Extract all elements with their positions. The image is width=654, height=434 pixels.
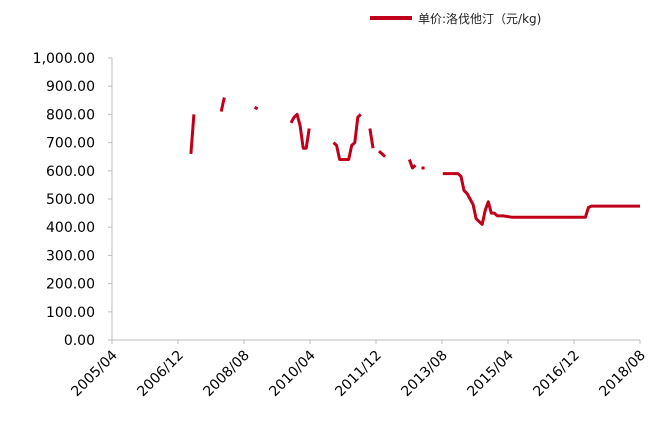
series-line-segment xyxy=(253,106,259,111)
y-tick-label: 200.00 xyxy=(46,277,95,293)
series-line-segment xyxy=(377,149,387,158)
x-tick-label: 2006/12 xyxy=(134,348,186,400)
series-line-segment xyxy=(289,112,311,150)
x-tick-label: 2005/04 xyxy=(68,347,121,400)
series-line-segment xyxy=(219,97,226,112)
y-tick-label: 600.00 xyxy=(46,164,95,180)
y-tick-label: 100.00 xyxy=(46,305,95,321)
y-tick-label: 700.00 xyxy=(46,136,95,152)
y-tick-label: 300.00 xyxy=(46,248,95,264)
series-line-segment xyxy=(189,114,196,155)
x-tick-label: 2018/08 xyxy=(596,348,648,400)
series-line-segment xyxy=(368,128,375,149)
x-axis-tick-labels: 2005/04 2006/12 2008/08 2010/04 2011/12 2013/… xyxy=(68,347,648,400)
x-tick-label: 2010/04 xyxy=(266,347,319,400)
y-tick-label: 500.00 xyxy=(46,192,95,208)
legend: 单价:洛伐他汀（元/kg) xyxy=(370,11,541,26)
series-line-segment xyxy=(332,113,362,161)
y-tick-label: 0.00 xyxy=(64,333,95,349)
x-tick-label: 2015/04 xyxy=(464,347,517,400)
y-tick-label: 400.00 xyxy=(46,220,95,236)
legend-label: 单价:洛伐他汀（元/kg) xyxy=(418,11,541,26)
x-tick-label: 2013/08 xyxy=(398,348,450,400)
x-tick-label: 2011/12 xyxy=(332,348,384,400)
y-tick-label: 800.00 xyxy=(46,107,95,123)
series-layer xyxy=(189,97,640,226)
y-tick-label: 900.00 xyxy=(46,79,95,95)
series-line-segment xyxy=(407,159,417,170)
x-tick-label: 2008/08 xyxy=(200,348,252,400)
y-axis-tick-labels: 0.00 100.00 200.00 300.00 400.00 500.00 600.00… xyxy=(33,51,95,349)
axes xyxy=(108,57,641,344)
x-tick-label: 2016/12 xyxy=(530,348,582,400)
series-line-segment xyxy=(442,172,640,226)
y-tick-label: 1,000.00 xyxy=(33,51,95,67)
